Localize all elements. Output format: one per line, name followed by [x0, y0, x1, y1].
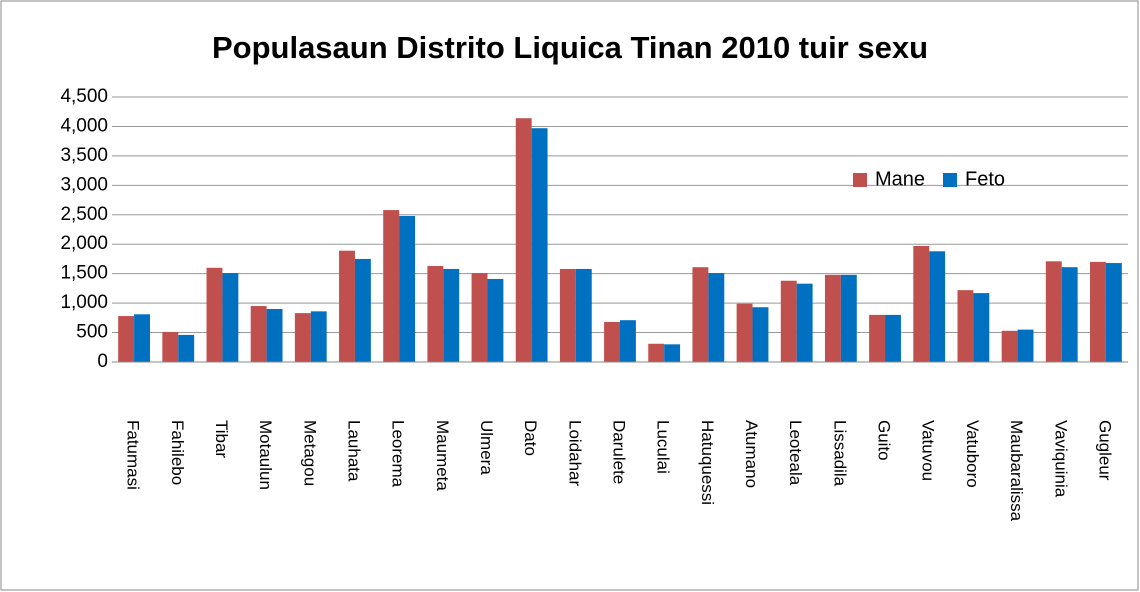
- bar: [664, 344, 681, 362]
- x-tick-label: Atumano: [742, 420, 761, 488]
- bar: [752, 307, 769, 362]
- y-tick-label: 1,000: [60, 292, 108, 313]
- bar: [1061, 267, 1078, 362]
- x-tick-label: Tibar: [212, 420, 231, 458]
- bar: [620, 320, 636, 362]
- x-tick-label: Gugleur: [1095, 420, 1114, 481]
- x-tick-label: Lissadila: [830, 420, 849, 487]
- x-tick-label: Fatumasi: [124, 420, 143, 490]
- bar: [957, 290, 974, 362]
- legend-swatch: [943, 173, 957, 187]
- x-tick-label: Vaviquinia: [1051, 420, 1070, 498]
- bar: [310, 311, 327, 362]
- bar: [1001, 330, 1018, 362]
- legend-label: Feto: [965, 168, 1005, 190]
- x-tick-label: Maumeta: [433, 420, 452, 491]
- bar: [929, 251, 946, 362]
- bar: [559, 268, 576, 362]
- bar: [824, 274, 841, 362]
- x-tick-label: Fahilebo: [168, 420, 187, 485]
- legend-swatch: [853, 173, 867, 187]
- bar: [294, 313, 311, 362]
- bar: [708, 273, 725, 362]
- bar: [840, 274, 857, 362]
- bar: [134, 314, 150, 362]
- x-tick-label: Guito: [875, 420, 894, 461]
- bar: [1017, 329, 1034, 362]
- bar: [1045, 261, 1062, 362]
- bar: [531, 128, 548, 362]
- y-tick-label: 500: [76, 322, 108, 343]
- bar: [487, 278, 504, 362]
- x-tick-label: Ulmera: [477, 420, 496, 475]
- bar: [604, 321, 620, 362]
- x-tick-label: Vatuboro: [963, 420, 982, 488]
- bar: [913, 245, 930, 362]
- x-tick-label: Motaulun: [256, 420, 275, 490]
- x-tick-label: Metagou: [300, 420, 319, 486]
- bar: [250, 306, 267, 362]
- bar: [575, 268, 592, 362]
- bar: [780, 280, 797, 362]
- bar: [692, 267, 709, 362]
- x-tick-label: Dato: [521, 420, 540, 456]
- bar: [1105, 263, 1122, 362]
- x-tick-label: Lauhata: [344, 420, 363, 482]
- bar: [471, 273, 488, 362]
- bar: [118, 316, 135, 362]
- x-tick-label: Luculai: [654, 420, 673, 474]
- bar: [869, 314, 886, 362]
- bar: [162, 331, 179, 362]
- y-tick-label: 2,500: [60, 204, 108, 225]
- bar: [736, 303, 753, 362]
- x-tick-label: Leoteala: [786, 420, 805, 486]
- bar: [515, 118, 532, 362]
- bar: [178, 334, 195, 362]
- bar: [399, 215, 416, 362]
- bar: [796, 283, 813, 362]
- x-tick-label: Leorema: [389, 420, 408, 488]
- y-tick-label: 3,000: [60, 174, 108, 195]
- x-tick-label: Vatuvou: [919, 420, 938, 481]
- chart-title: Populasaun Distrito Liquica Tinan 2010 t…: [212, 30, 928, 65]
- bar: [222, 273, 239, 362]
- x-tick-label: Hatuquessi: [698, 420, 717, 505]
- bar: [443, 268, 460, 362]
- bar: [339, 250, 355, 362]
- bar: [427, 266, 444, 362]
- bar: [973, 293, 990, 362]
- y-tick-label: 2,000: [60, 233, 108, 254]
- x-tick-label: Loidahar: [565, 420, 584, 487]
- y-tick-label: 0: [97, 351, 108, 372]
- bar: [266, 309, 283, 362]
- legend-label: Mane: [875, 168, 925, 190]
- y-tick-label: 4,000: [60, 115, 108, 136]
- bar: [1090, 261, 1106, 362]
- bar: [354, 258, 371, 362]
- y-tick-label: 1,500: [60, 263, 108, 284]
- bar: [383, 210, 400, 362]
- bar: [885, 314, 901, 362]
- y-tick-label: 4,500: [60, 86, 108, 107]
- y-tick-label: 3,500: [60, 145, 108, 166]
- bar: [206, 267, 223, 362]
- x-tick-label: Darulete: [610, 420, 629, 484]
- x-tick-label: Maubaralissa: [1007, 420, 1026, 522]
- bar: [648, 343, 665, 362]
